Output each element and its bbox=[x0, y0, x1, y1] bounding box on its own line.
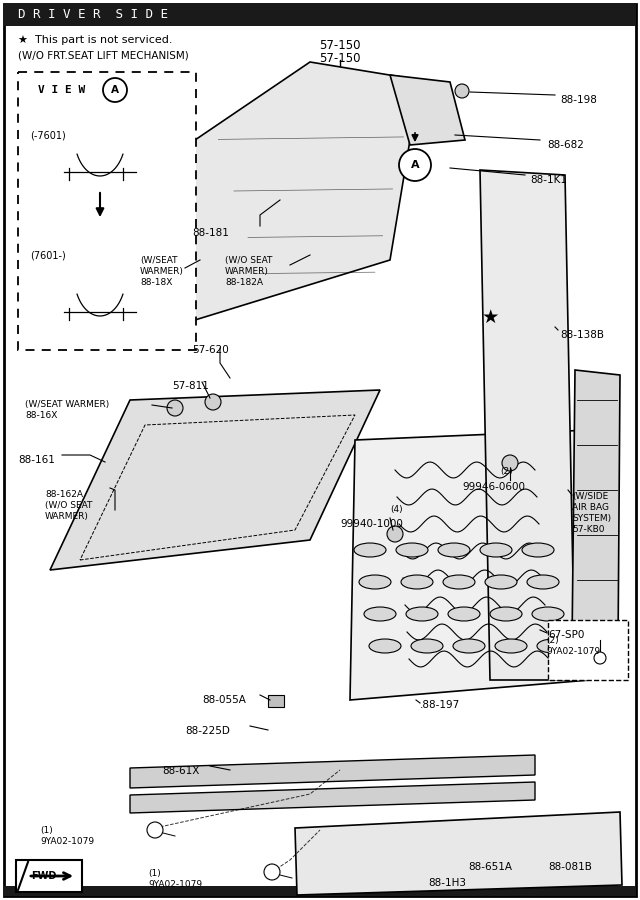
Text: 99940-1000: 99940-1000 bbox=[340, 519, 403, 529]
Ellipse shape bbox=[485, 575, 517, 589]
Text: (1)
9YA02-1079: (1) 9YA02-1079 bbox=[148, 869, 202, 889]
Text: (W/SEAT WARMER)
88-16X: (W/SEAT WARMER) 88-16X bbox=[25, 400, 109, 420]
Text: 88-055A: 88-055A bbox=[202, 695, 246, 705]
Polygon shape bbox=[130, 782, 535, 813]
Text: (-7601): (-7601) bbox=[30, 130, 66, 140]
Circle shape bbox=[205, 394, 221, 410]
Ellipse shape bbox=[411, 639, 443, 653]
Text: FWD: FWD bbox=[31, 871, 57, 881]
Circle shape bbox=[594, 652, 606, 664]
Polygon shape bbox=[130, 755, 535, 788]
Text: 88-162A
(W/O SEAT
WARMER): 88-162A (W/O SEAT WARMER) bbox=[45, 490, 92, 521]
Text: 88-181: 88-181 bbox=[192, 228, 229, 238]
Circle shape bbox=[147, 822, 163, 838]
Ellipse shape bbox=[495, 639, 527, 653]
Text: 88-161: 88-161 bbox=[18, 455, 55, 465]
Ellipse shape bbox=[359, 575, 391, 589]
FancyBboxPatch shape bbox=[548, 620, 628, 680]
Text: 57-150: 57-150 bbox=[319, 39, 361, 52]
Text: (W/O SEAT
WARMER)
88-182A: (W/O SEAT WARMER) 88-182A bbox=[225, 256, 273, 287]
Circle shape bbox=[167, 400, 183, 416]
Text: .88-197: .88-197 bbox=[420, 700, 460, 710]
Text: D R I V E R  S I D E: D R I V E R S I D E bbox=[18, 8, 168, 22]
Circle shape bbox=[387, 526, 403, 542]
Circle shape bbox=[502, 455, 518, 471]
Polygon shape bbox=[480, 170, 575, 680]
Text: 88-651A: 88-651A bbox=[468, 862, 512, 872]
Ellipse shape bbox=[537, 639, 569, 653]
Text: V I E W: V I E W bbox=[38, 85, 85, 95]
Ellipse shape bbox=[354, 543, 386, 557]
Text: (2)
9YA02-1079: (2) 9YA02-1079 bbox=[546, 636, 600, 656]
Text: 88-198: 88-198 bbox=[560, 95, 597, 105]
Ellipse shape bbox=[443, 575, 475, 589]
Circle shape bbox=[103, 78, 127, 102]
Polygon shape bbox=[50, 390, 380, 570]
Bar bbox=[4, 886, 636, 896]
Text: 88-138B: 88-138B bbox=[560, 330, 604, 340]
Circle shape bbox=[399, 149, 431, 181]
Text: (7601-): (7601-) bbox=[30, 250, 66, 260]
Ellipse shape bbox=[490, 607, 522, 621]
FancyBboxPatch shape bbox=[16, 860, 82, 892]
Text: A: A bbox=[411, 160, 419, 170]
Text: 57-150: 57-150 bbox=[319, 52, 361, 65]
Polygon shape bbox=[390, 75, 465, 145]
Text: (4): (4) bbox=[390, 505, 403, 514]
Circle shape bbox=[455, 84, 469, 98]
Text: 88-081B: 88-081B bbox=[548, 862, 592, 872]
Text: (2): (2) bbox=[500, 467, 513, 476]
Text: ★  This part is not serviced.: ★ This part is not serviced. bbox=[18, 35, 173, 45]
Ellipse shape bbox=[438, 543, 470, 557]
Ellipse shape bbox=[364, 607, 396, 621]
Text: ★: ★ bbox=[481, 308, 499, 327]
Text: 88-225D: 88-225D bbox=[185, 726, 230, 736]
Text: (W/SIDE
AIR BAG
SYSTEM)
57-KB0: (W/SIDE AIR BAG SYSTEM) 57-KB0 bbox=[572, 492, 611, 535]
Ellipse shape bbox=[406, 607, 438, 621]
Text: 99946-0600: 99946-0600 bbox=[462, 482, 525, 492]
Bar bbox=[268, 695, 284, 707]
Polygon shape bbox=[350, 430, 590, 700]
Text: 88-1H3: 88-1H3 bbox=[428, 878, 466, 888]
Polygon shape bbox=[195, 62, 420, 320]
Ellipse shape bbox=[448, 607, 480, 621]
Text: 67-SP0: 67-SP0 bbox=[548, 630, 584, 640]
Ellipse shape bbox=[532, 607, 564, 621]
Bar bbox=[4, 4, 636, 26]
Ellipse shape bbox=[527, 575, 559, 589]
Text: (W/SEAT
WARMER)
88-18X: (W/SEAT WARMER) 88-18X bbox=[140, 256, 184, 287]
Ellipse shape bbox=[480, 543, 512, 557]
Text: (1)
9YA02-1079: (1) 9YA02-1079 bbox=[40, 826, 94, 846]
Text: 57-620: 57-620 bbox=[192, 345, 228, 355]
Polygon shape bbox=[295, 812, 622, 895]
Ellipse shape bbox=[401, 575, 433, 589]
FancyBboxPatch shape bbox=[18, 72, 196, 350]
Text: (W/O FRT.SEAT LIFT MECHANISM): (W/O FRT.SEAT LIFT MECHANISM) bbox=[18, 51, 189, 61]
Circle shape bbox=[264, 864, 280, 880]
Text: 88-61X: 88-61X bbox=[162, 766, 200, 776]
Ellipse shape bbox=[522, 543, 554, 557]
Polygon shape bbox=[572, 370, 620, 650]
Ellipse shape bbox=[453, 639, 485, 653]
Ellipse shape bbox=[369, 639, 401, 653]
Ellipse shape bbox=[396, 543, 428, 557]
Text: 57-811: 57-811 bbox=[172, 381, 209, 391]
Text: 88-1K1: 88-1K1 bbox=[530, 175, 567, 185]
Text: 88-682: 88-682 bbox=[547, 140, 584, 150]
Text: A: A bbox=[111, 85, 119, 95]
